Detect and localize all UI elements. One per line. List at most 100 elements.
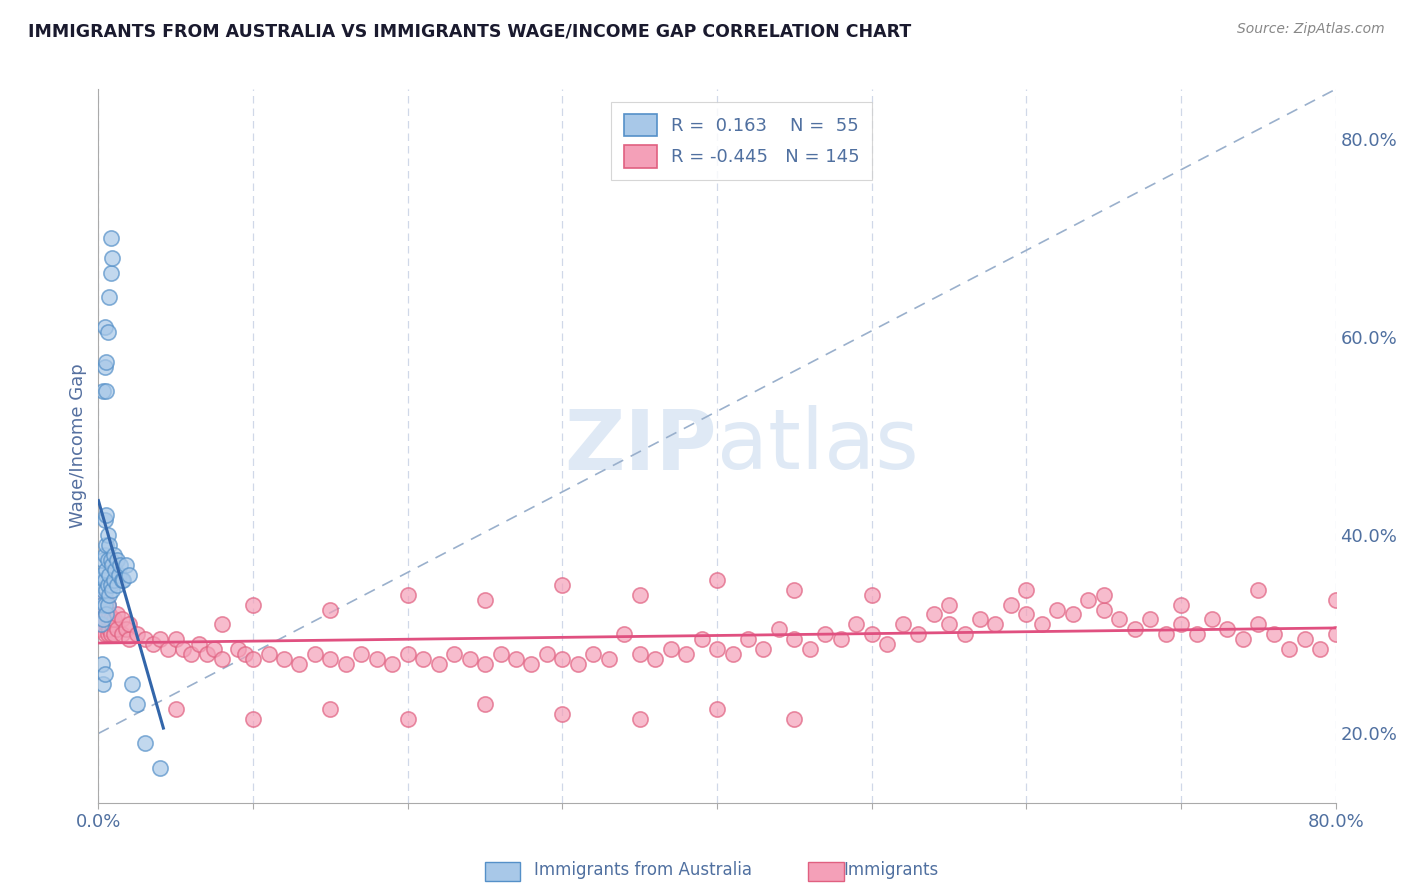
Point: [969, 612, 991, 626]
Point: [108, 558, 131, 572]
Point: [89, 592, 111, 607]
Point: [93, 320, 115, 334]
Point: [953, 627, 976, 641]
Point: [1015, 607, 1038, 622]
Point: [100, 553, 122, 567]
Text: atlas: atlas: [717, 406, 918, 486]
Point: [628, 712, 651, 726]
Point: [891, 617, 914, 632]
Point: [100, 627, 122, 641]
Point: [188, 637, 211, 651]
Point: [165, 701, 187, 715]
Point: [100, 578, 122, 592]
Point: [1201, 612, 1223, 626]
Point: [111, 573, 134, 587]
Point: [814, 627, 837, 641]
Point: [97, 528, 120, 542]
Point: [165, 632, 187, 647]
Point: [1216, 623, 1239, 637]
Point: [242, 652, 264, 666]
Point: [1139, 612, 1161, 626]
Point: [1324, 592, 1347, 607]
Point: [1062, 607, 1084, 622]
Point: [103, 627, 125, 641]
Point: [1247, 617, 1270, 632]
Point: [474, 657, 496, 671]
Point: [536, 647, 558, 661]
Point: [93, 548, 115, 562]
Point: [105, 623, 128, 637]
Point: [104, 563, 127, 577]
Point: [115, 623, 138, 637]
Point: [319, 602, 342, 616]
Point: [97, 553, 120, 567]
Point: [91, 607, 114, 622]
Point: [157, 642, 180, 657]
Point: [226, 642, 249, 657]
Point: [211, 652, 233, 666]
Point: [96, 607, 118, 622]
Point: [396, 712, 419, 726]
Point: [96, 617, 118, 632]
Point: [1092, 602, 1115, 616]
Point: [90, 617, 112, 632]
Point: [706, 573, 728, 587]
Point: [567, 657, 589, 671]
Point: [90, 657, 112, 671]
Point: [443, 647, 465, 661]
Point: [98, 623, 121, 637]
Point: [304, 647, 326, 661]
Point: [103, 573, 125, 587]
Point: [1154, 627, 1177, 641]
Point: [127, 697, 149, 711]
Point: [98, 588, 121, 602]
Point: [97, 578, 120, 592]
Point: [1077, 592, 1099, 607]
Point: [1324, 627, 1347, 641]
Point: [93, 598, 115, 612]
Point: [1170, 598, 1192, 612]
Point: [396, 588, 419, 602]
Point: [100, 231, 122, 245]
Point: [1046, 602, 1069, 616]
Point: [1170, 617, 1192, 632]
Point: [319, 701, 342, 715]
Point: [938, 617, 960, 632]
Point: [90, 617, 112, 632]
Point: [107, 567, 129, 582]
Point: [118, 617, 141, 632]
Point: [93, 612, 115, 626]
Point: [96, 538, 118, 552]
Point: [242, 712, 264, 726]
Point: [100, 612, 122, 626]
Point: [257, 647, 280, 661]
Point: [860, 627, 883, 641]
Point: [91, 592, 114, 607]
Point: [783, 632, 806, 647]
Point: [598, 652, 620, 666]
Point: [149, 761, 172, 775]
Point: [89, 623, 111, 637]
Point: [100, 266, 122, 280]
Point: [173, 642, 195, 657]
Point: [93, 513, 115, 527]
Point: [675, 647, 697, 661]
Point: [93, 359, 115, 374]
Point: [752, 642, 775, 657]
Point: [799, 642, 821, 657]
Point: [659, 642, 682, 657]
Point: [98, 607, 121, 622]
Point: [91, 582, 114, 597]
Point: [121, 677, 143, 691]
Point: [860, 588, 883, 602]
Point: [93, 627, 115, 641]
Point: [96, 592, 118, 607]
Point: [96, 355, 118, 369]
Point: [97, 325, 120, 339]
Point: [204, 642, 226, 657]
Point: [112, 573, 135, 587]
Point: [830, 632, 852, 647]
Point: [105, 553, 128, 567]
Point: [101, 582, 124, 597]
Point: [551, 706, 574, 721]
